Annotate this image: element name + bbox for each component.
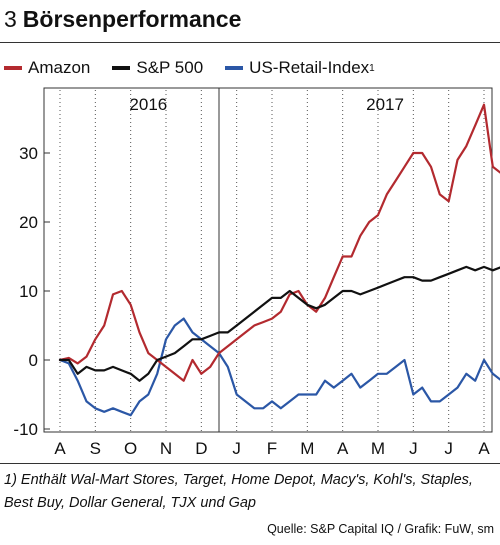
x-tick-label: O (124, 439, 137, 458)
x-tick-label: J (409, 439, 418, 458)
year-label: 2017 (366, 95, 404, 114)
x-tick-label: A (337, 439, 349, 458)
footnote-divider (0, 463, 500, 464)
footnote: 1) Enthält Wal-Mart Stores, Target, Home… (4, 472, 473, 511)
legend-swatch-sp500 (112, 66, 131, 70)
chart-number: 3 (4, 6, 17, 32)
x-tick-label: S (90, 439, 101, 458)
y-tick-label: -10 (13, 420, 38, 439)
series-line-amazon (58, 103, 500, 382)
legend-label-retail: US-Retail-Index (249, 58, 370, 77)
legend-label-sp500: S&P 500 (136, 58, 204, 77)
x-tick-label: A (54, 439, 66, 458)
legend-footnote-mark: 1 (369, 62, 375, 74)
x-tick-label: M (371, 439, 385, 458)
legend-label-amazon: Amazon (28, 58, 91, 77)
plot-frame (43, 87, 493, 433)
series-line-s-p-500 (58, 265, 500, 382)
y-tick-label: 0 (29, 351, 38, 370)
legend-item-sp500: S&P 500 (112, 58, 203, 78)
year-label: 2016 (129, 95, 167, 114)
y-tick-label: 10 (19, 282, 38, 301)
x-tick-label: D (195, 439, 207, 458)
legend-item-amazon: Amazon (4, 58, 90, 78)
x-tick-label: J (232, 439, 241, 458)
x-tick-label: F (267, 439, 277, 458)
chart-title: 3 Börsenperformance (4, 6, 241, 33)
legend: Amazon S&P 500 US-Retail-Index 1 (4, 58, 397, 78)
source-line: Quelle: S&P Capital IQ / Grafik: FuW, sm (267, 522, 494, 536)
x-tick-label: A (478, 439, 490, 458)
legend-item-retail: US-Retail-Index 1 (225, 58, 375, 78)
y-tick-label: 30 (19, 144, 38, 163)
x-tick-label: M (300, 439, 314, 458)
legend-swatch-amazon (4, 66, 22, 70)
legend-swatch-retail (225, 66, 244, 70)
series-line-us-retail-index (58, 317, 500, 417)
top-divider (0, 42, 500, 43)
y-tick-label: 20 (19, 213, 38, 232)
x-tick-label: N (160, 439, 172, 458)
x-tick-label: J (444, 439, 453, 458)
line-chart: -10 0 10 20 30 A S O N D J F M A M J J A 2016 2017 (13, 87, 500, 458)
chart-title-text: Börsenperformance (22, 6, 242, 32)
